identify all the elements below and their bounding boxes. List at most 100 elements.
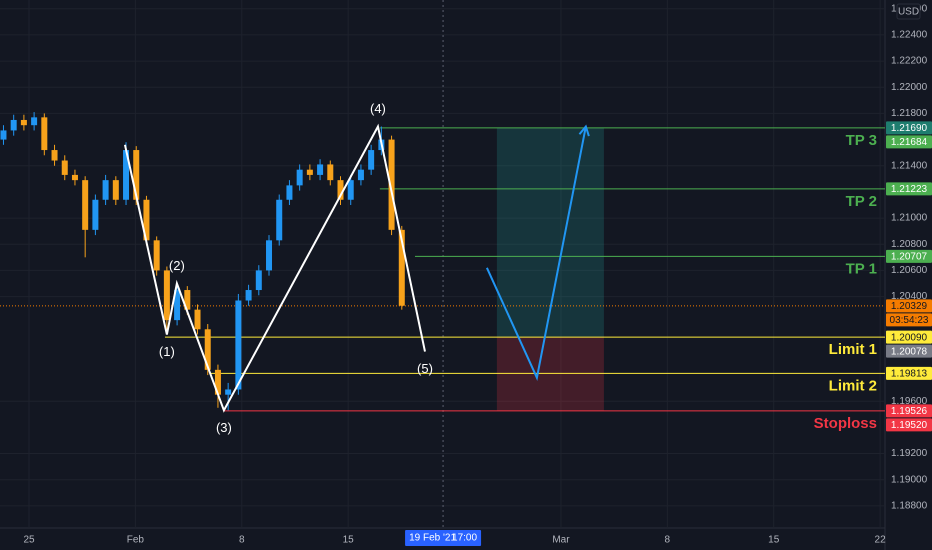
candle-body <box>286 185 293 200</box>
price-tag <box>886 182 932 196</box>
price-tag-label: 1.21223 <box>891 184 928 195</box>
y-tick-label: 1.22000 <box>891 82 928 93</box>
level-label: Limit 2 <box>829 377 877 394</box>
candle-body <box>0 130 7 140</box>
currency-box <box>896 3 921 20</box>
x-tick-label: 15 <box>768 535 780 546</box>
candle-body <box>82 180 89 230</box>
candle-body <box>194 309 201 330</box>
candle-body <box>398 229 405 306</box>
candle-body <box>123 150 130 200</box>
candle-body <box>92 199 99 230</box>
price-tag <box>886 299 932 313</box>
candle-body <box>255 270 262 291</box>
x-tick-label: 25 <box>23 535 35 546</box>
candle-body <box>71 174 78 181</box>
projection-arrowhead <box>578 124 590 137</box>
x-tick-label: 8 <box>239 535 245 546</box>
crosshair-date: 19 Feb '21 <box>409 533 456 544</box>
price-tag <box>886 121 932 135</box>
candle-body <box>327 164 334 181</box>
candle-body <box>10 119 17 131</box>
x-tick-label: Feb <box>127 535 145 546</box>
candle-body <box>41 117 48 151</box>
currency-label: USD <box>898 7 919 18</box>
candle-body <box>388 139 395 230</box>
candle-body <box>51 150 58 161</box>
level-label: TP 1 <box>846 260 877 277</box>
wave-line <box>123 123 426 413</box>
y-tick-label: 1.21400 <box>891 160 928 171</box>
price-tag-label: 1.20078 <box>891 346 928 357</box>
candle-body <box>225 389 232 395</box>
candle-body <box>184 290 191 310</box>
candle-body <box>61 160 68 175</box>
candle-body <box>153 240 160 271</box>
price-tag <box>886 344 932 358</box>
wave-label: (4) <box>370 101 386 116</box>
price-tag <box>886 366 932 380</box>
projection-line <box>485 126 587 381</box>
price-tag-label: 1.20329 <box>891 301 928 312</box>
candle-body <box>357 169 364 181</box>
price-tag-label: 1.19520 <box>891 420 928 431</box>
price-tag <box>886 418 932 432</box>
candle-body <box>337 180 344 200</box>
wave-label: (3) <box>216 420 232 435</box>
countdown-tag <box>886 313 932 327</box>
candle-body <box>296 169 303 186</box>
candle-body <box>143 199 150 241</box>
loss-zone <box>496 337 604 411</box>
level-label: TP 3 <box>846 132 877 149</box>
candle-body <box>204 329 211 370</box>
crosshair-time: 17:00 <box>452 533 477 544</box>
x-tick-label: 22 <box>875 535 887 546</box>
y-tick-label: 1.21800 <box>891 108 928 119</box>
candle-body <box>20 119 27 126</box>
y-tick-label: 1.20600 <box>891 265 928 276</box>
candle-body <box>214 369 221 395</box>
candle-body <box>133 150 140 200</box>
profit-zone <box>496 127 604 338</box>
y-tick-label: 1.20800 <box>891 239 928 250</box>
wave-label: (1) <box>159 344 175 359</box>
x-tick-label: Mar <box>552 535 570 546</box>
y-tick-label: 1.19600 <box>891 396 928 407</box>
price-tag-label: 1.19813 <box>891 369 928 380</box>
level-label: TP 2 <box>846 193 877 210</box>
candle-body <box>368 150 375 170</box>
candle-body <box>102 180 109 200</box>
y-tick-label: 1.19000 <box>891 474 928 485</box>
price-tag <box>886 404 932 418</box>
price-tag-label: 1.19526 <box>891 406 928 417</box>
price-tag <box>886 135 932 149</box>
y-tick-label: 1.20400 <box>891 291 928 302</box>
price-tag-label: 1.20707 <box>891 252 928 263</box>
candle-body <box>235 300 242 390</box>
wave-label: (5) <box>417 361 433 376</box>
candle-body <box>112 180 119 200</box>
candle-body <box>347 180 354 200</box>
price-tag-label: 1.21684 <box>891 137 928 148</box>
countdown-label: 03:54:23 <box>890 315 929 326</box>
level-label: Limit 1 <box>829 341 877 358</box>
candle-body <box>276 199 283 241</box>
wave-label: (2) <box>169 258 185 273</box>
y-tick-label: 1.18800 <box>891 501 928 512</box>
crosshair-tag <box>405 530 482 546</box>
candle-body <box>163 270 170 321</box>
level-label: Stoploss <box>814 415 877 432</box>
y-tick-label: 1.22400 <box>891 30 928 41</box>
price-tag <box>886 249 932 263</box>
x-tick-label: 15 <box>343 535 355 546</box>
candle-body <box>317 164 324 175</box>
price-tag-label: 1.20090 <box>891 332 928 343</box>
price-tag-label: 1.21690 <box>891 123 928 134</box>
y-tick-label: 1.22200 <box>891 56 928 67</box>
price-tag <box>886 330 932 344</box>
x-tick-label: 8 <box>665 535 671 546</box>
y-tick-label: 1.19200 <box>891 448 928 459</box>
candle-body <box>31 117 38 126</box>
